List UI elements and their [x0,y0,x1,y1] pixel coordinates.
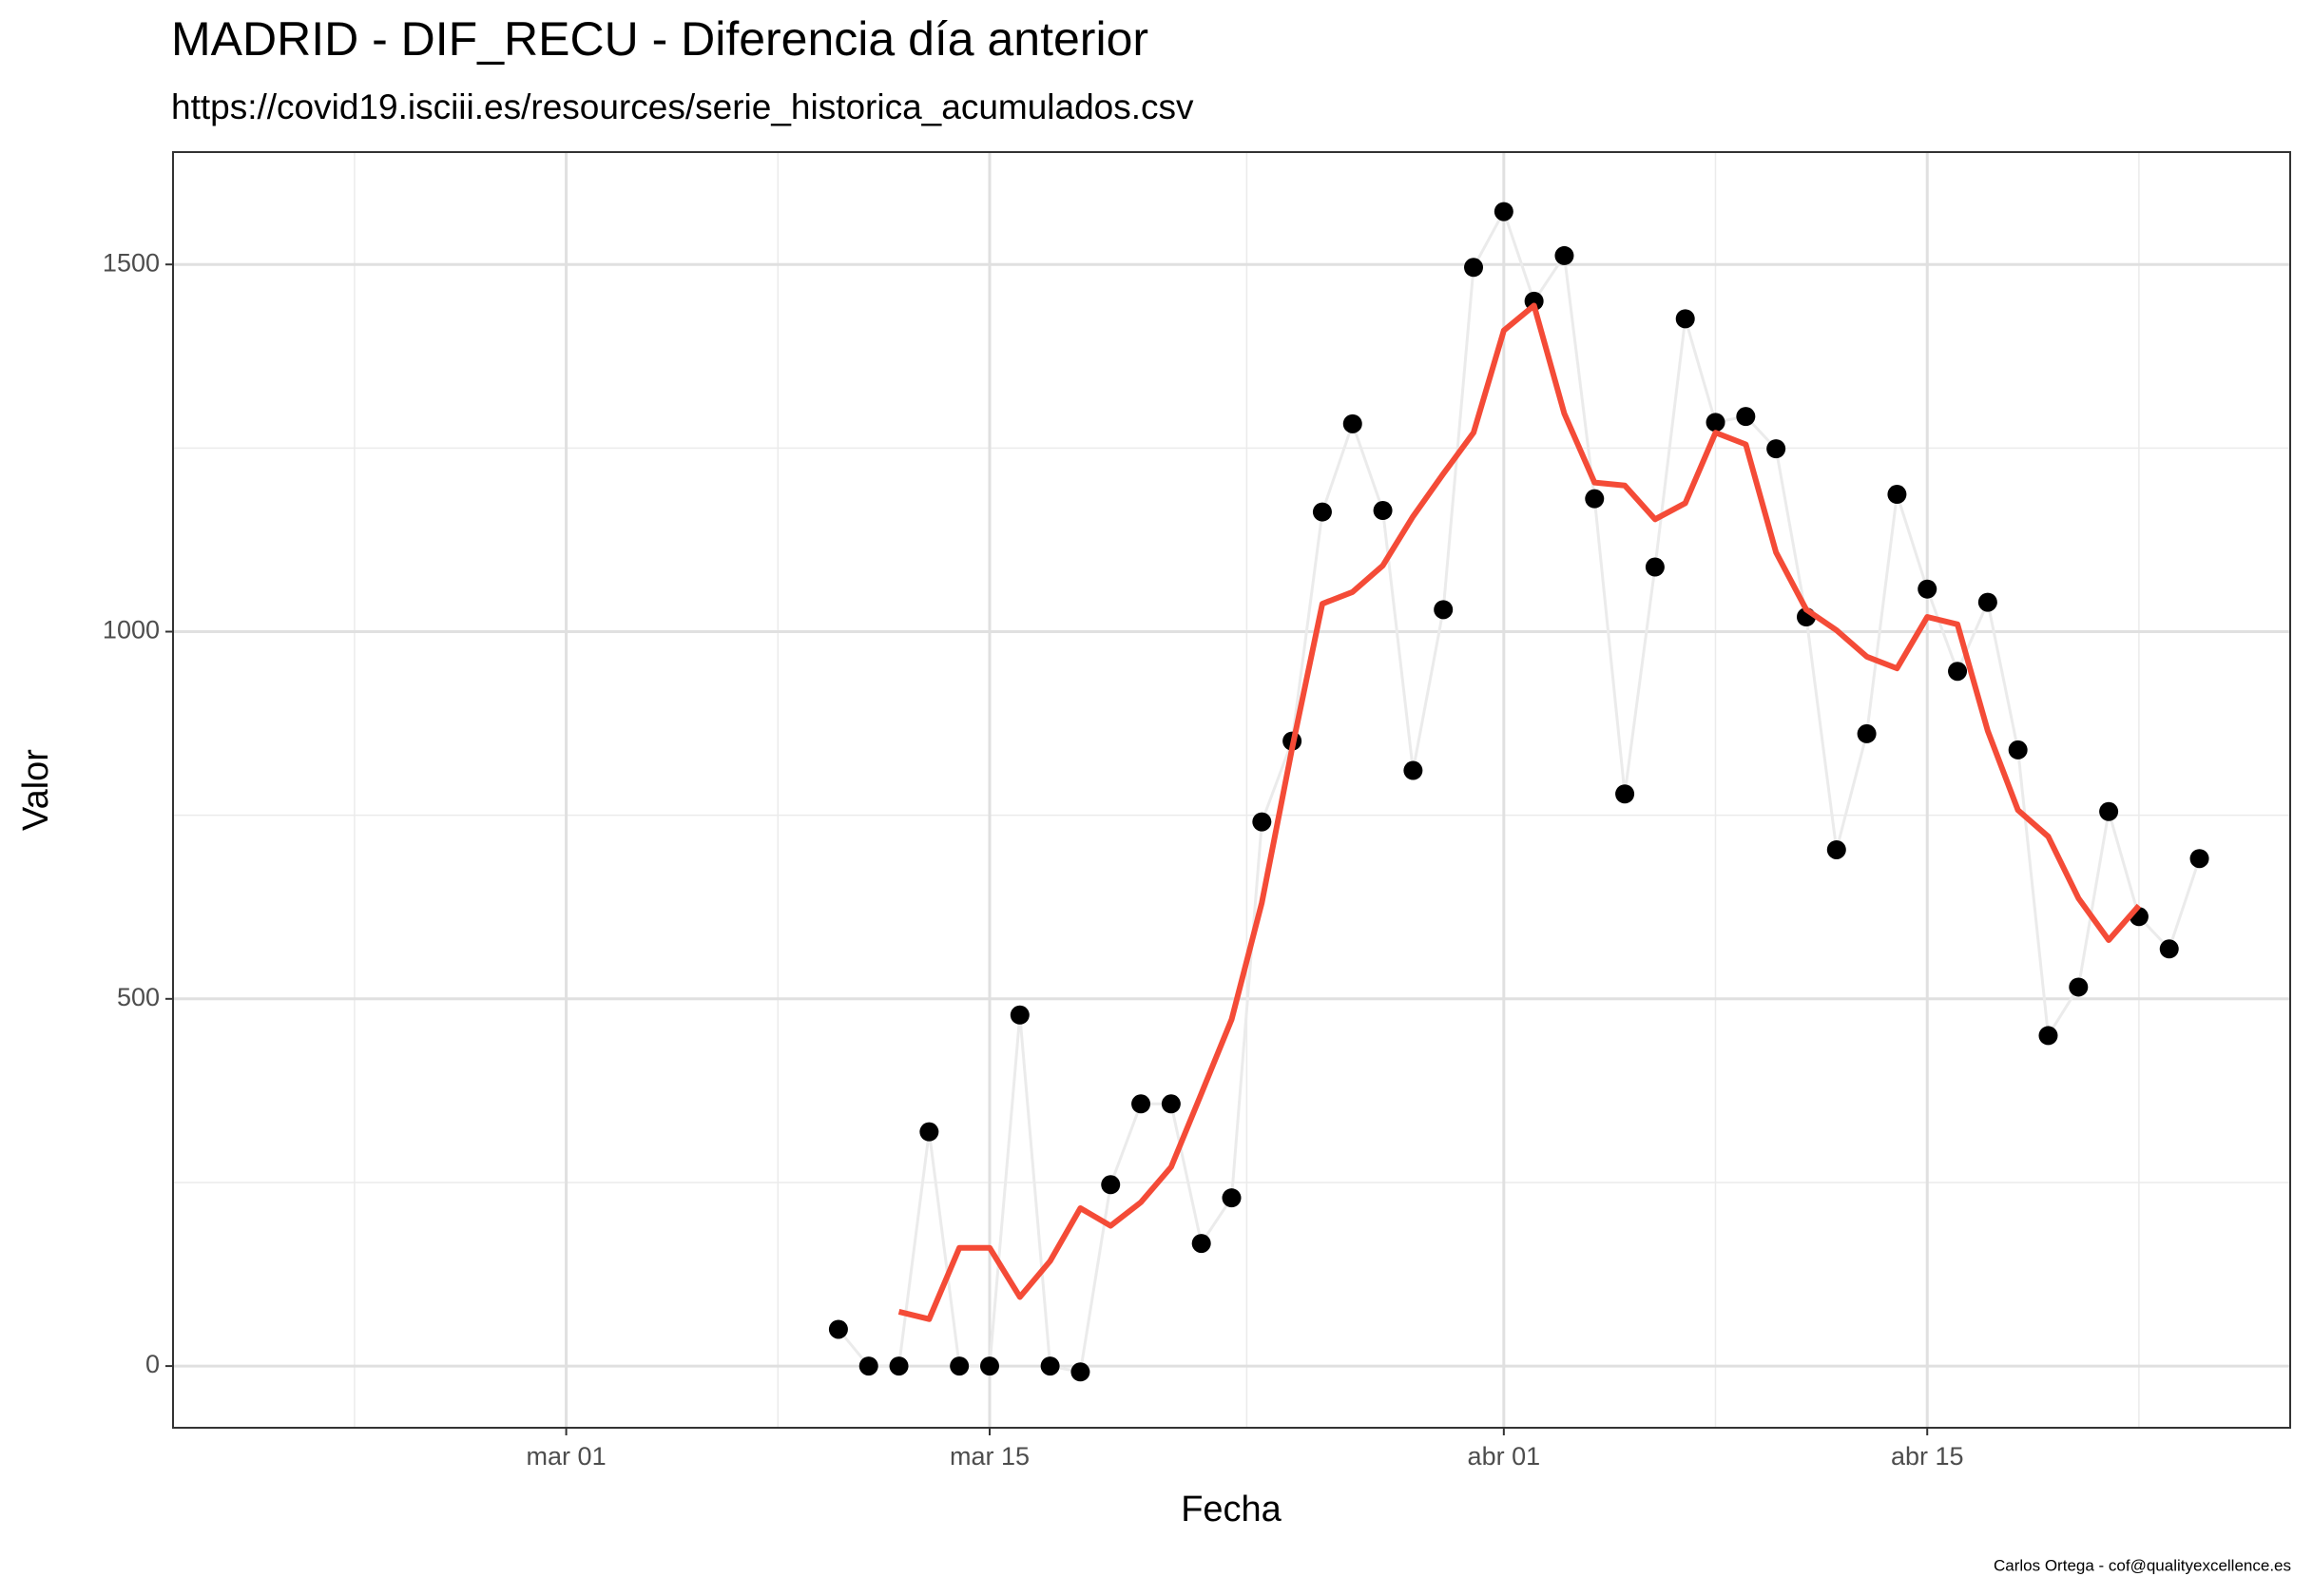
data-point [1252,812,1272,832]
chart-title: MADRID - DIF_RECU - Diferencia día anter… [171,12,1148,66]
data-point [1675,309,1695,329]
data-point [2038,1026,2058,1046]
data-point [1010,1005,1030,1025]
data-point [1706,413,1725,433]
data-point [1040,1356,1060,1376]
chart-subtitle: https://covid19.isciii.es/resources/seri… [171,87,1194,126]
data-point [889,1356,909,1376]
data-point [1191,1234,1211,1254]
data-point [1101,1175,1121,1195]
data-point [2099,801,2119,821]
y-tick-label: 500 [117,983,160,1011]
data-point [2069,977,2089,997]
x-tick-label: abr 01 [1468,1442,1541,1471]
data-point [858,1356,878,1376]
data-point [1615,784,1635,804]
data-point [828,1319,848,1339]
data-point [1826,839,1846,859]
data-point [1977,592,1997,612]
data-point [1342,413,1362,433]
data-point [1766,439,1786,459]
x-tick-label: mar 01 [527,1442,607,1471]
data-point [1494,202,1513,221]
x-tick-label: abr 15 [1891,1442,1964,1471]
y-tick-label: 1500 [103,248,160,277]
data-point [2189,849,2209,869]
data-point [1464,258,1484,278]
y-tick-label: 1000 [103,616,160,644]
data-point [919,1122,939,1142]
data-point [1554,245,1574,265]
data-point [950,1356,970,1376]
x-axis-label: Fecha [1181,1490,1282,1529]
data-point [1403,760,1423,780]
x-tick-label: mar 15 [950,1442,1030,1471]
data-point [1887,485,1907,505]
plot-border [172,151,2291,1429]
series-line [897,302,2142,1322]
connector-line [837,210,2201,1374]
data-point [1948,662,1968,682]
data-point [1434,600,1454,620]
data-point [1645,557,1665,577]
y-axis-label: Valor [16,749,56,831]
data-point [1857,723,1877,743]
data-point [1736,407,1756,427]
data-point [1131,1094,1151,1114]
plot-background [173,152,2290,1428]
data-point [2159,939,2179,959]
data-point [1918,579,1937,599]
y-tick-label: 0 [145,1350,160,1378]
data-point [2008,740,2028,760]
data-point [1222,1188,1242,1208]
caption: Carlos Ortega - cof@qualityexcellence.es [1994,1556,2291,1574]
data-point [1070,1362,1090,1382]
data-point [1161,1094,1181,1114]
data-point [1585,489,1605,509]
data-point [1373,501,1393,521]
data-point [1312,502,1332,522]
data-point [979,1356,999,1376]
